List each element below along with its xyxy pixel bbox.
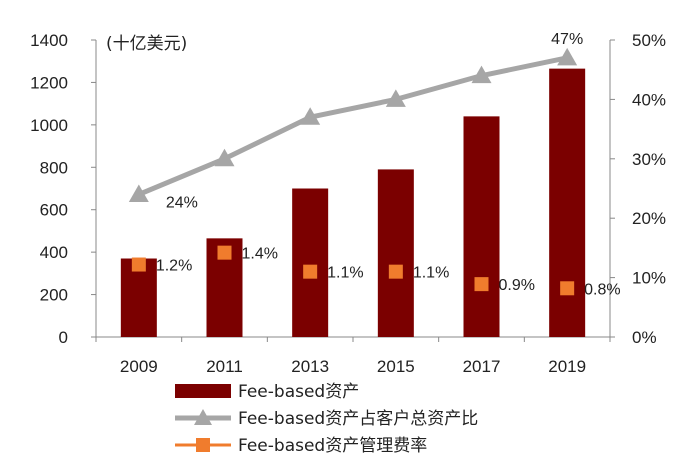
fee-rate-label: 0.9%: [499, 277, 535, 294]
right-tick-label: 40%: [632, 90, 666, 109]
fee-rate-point: [388, 264, 403, 279]
bar: [120, 258, 157, 337]
bar: [463, 116, 500, 337]
x-tick-label: 2009: [120, 357, 158, 376]
ratio-label: 24%: [166, 194, 198, 211]
right-tick-label: 0%: [632, 328, 657, 347]
legend-swatch-bar: [175, 384, 231, 398]
left-tick-label: 1000: [30, 116, 68, 135]
left-tick-label: 200: [40, 286, 68, 305]
fee-rate-point: [131, 257, 146, 272]
x-tick-label: 2013: [291, 357, 329, 376]
fee-rate-point: [474, 277, 489, 292]
bar: [549, 68, 586, 337]
ratio-point: [300, 107, 321, 125]
left-tick-label: 1400: [30, 31, 68, 50]
right-tick-label: 20%: [632, 209, 666, 228]
fee-rate-point: [303, 264, 318, 279]
left-tick-label: 600: [40, 201, 68, 220]
axes: 0 200 400 600 800 1000 1200 1400 0% 10% 20% 30% 40% 5…: [30, 31, 666, 376]
fee-rate-label: 1.1%: [413, 265, 449, 282]
fee-rate-label: 1.4%: [242, 246, 278, 263]
left-tick-label: 1200: [30, 73, 68, 92]
right-tick-label: 50%: [632, 31, 666, 50]
right-tick-label: 10%: [632, 269, 666, 288]
x-tick-label: 2017: [463, 357, 501, 376]
ratio-line: [128, 47, 578, 202]
x-tick-label: 2011: [206, 357, 243, 376]
ratio-label: 47%: [551, 31, 583, 48]
x-tick-label: 2019: [548, 357, 586, 376]
fee-rate-label: 1.2%: [156, 258, 192, 275]
fee-rate-point: [560, 281, 575, 296]
legend-swatch-triangle: [194, 409, 212, 425]
data-labels: 1.2% 1.4% 1.1% 1.1% 0.9% 0.8% 24% 47%: [156, 31, 621, 298]
legend-label: Fee-based资产占客户总资产比: [238, 409, 478, 429]
left-tick-label: 400: [40, 243, 68, 262]
legend-label: Fee-based资产管理费率: [238, 436, 427, 456]
legend: Fee-based资产 Fee-based资产占客户总资产比 Fee-based资产…: [175, 382, 478, 456]
fee-rate-markers: [131, 245, 575, 296]
ratio-point: [557, 47, 578, 66]
left-tick-label: 800: [40, 158, 68, 177]
ratio-point: [385, 89, 406, 107]
ratio-point: [128, 184, 149, 202]
legend-swatch-square: [196, 438, 210, 452]
unit-label: (十亿美元): [106, 34, 187, 54]
bar: [292, 188, 329, 337]
fee-rate-label: 0.8%: [584, 281, 620, 298]
x-tick-label: 2015: [377, 357, 415, 376]
bar: [377, 169, 414, 337]
fee-rate-point: [217, 245, 232, 260]
ratio-point: [214, 148, 235, 167]
ratio-point: [471, 65, 492, 84]
fee-rate-label: 1.1%: [327, 265, 363, 282]
ratio-series-line: [137, 55, 568, 197]
right-tick-label: 30%: [632, 150, 666, 169]
left-tick-label: 0: [59, 328, 68, 347]
legend-label: Fee-based资产: [238, 382, 359, 402]
